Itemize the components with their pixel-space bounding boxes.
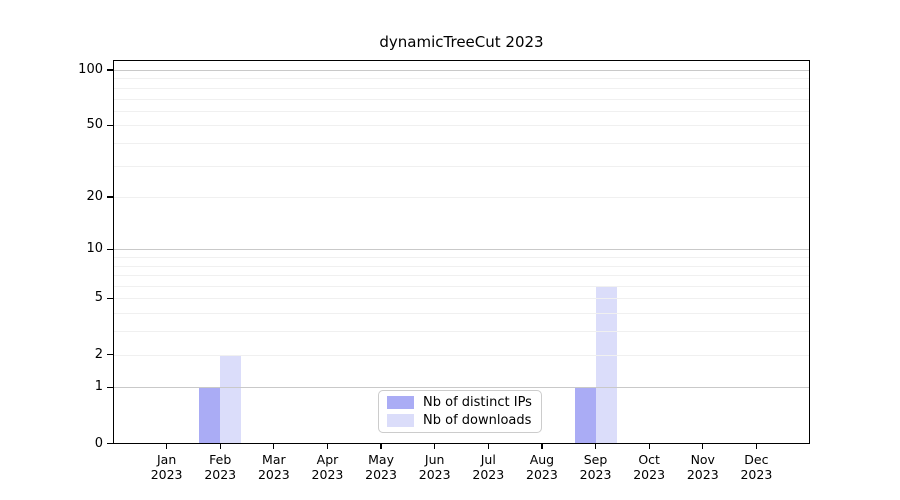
y-axis-tick bbox=[107, 248, 113, 251]
x-tick-year: 2023 bbox=[686, 466, 719, 482]
bar-downloads bbox=[595, 286, 617, 444]
x-axis-tick bbox=[755, 443, 758, 449]
y-axis-tick bbox=[107, 124, 113, 126]
y-axis-tick bbox=[107, 297, 113, 300]
x-tick-year: 2023 bbox=[740, 466, 773, 482]
chart-title: dynamicTreeCut 2023 bbox=[379, 33, 544, 51]
y-axis-tick bbox=[107, 386, 113, 389]
x-tick-month: Dec bbox=[744, 451, 769, 467]
x-axis-tick bbox=[273, 443, 275, 449]
gridline-minor bbox=[113, 78, 810, 80]
gridline-minor bbox=[113, 265, 810, 267]
x-tick-label: Dec 2023 bbox=[724, 452, 788, 482]
bar-downloads bbox=[220, 354, 242, 444]
gridline-major bbox=[113, 386, 810, 389]
gridline-minor bbox=[113, 110, 810, 112]
x-tick-label: Nov 2023 bbox=[671, 452, 735, 482]
gridline-minor bbox=[113, 331, 810, 333]
y-tick-label: 5 bbox=[94, 290, 103, 306]
legend-label-downloads: Nb of downloads bbox=[423, 413, 532, 428]
x-axis-tick bbox=[165, 443, 168, 449]
x-axis-tick bbox=[702, 443, 704, 449]
x-tick-label: May 2023 bbox=[349, 452, 413, 482]
y-axis-tick bbox=[107, 196, 113, 198]
y-tick-label: 100 bbox=[78, 62, 103, 77]
gridline-minor bbox=[113, 165, 810, 167]
x-tick-year: 2023 bbox=[418, 466, 451, 482]
x-tick-year: 2023 bbox=[257, 466, 290, 482]
x-axis-tick bbox=[219, 443, 221, 449]
gridline-minor bbox=[113, 142, 810, 144]
plot-area-frame bbox=[113, 60, 810, 444]
x-tick-month: Nov bbox=[690, 451, 715, 467]
y-tick-label: 10 bbox=[86, 241, 103, 257]
bar-distinct-ips bbox=[199, 387, 221, 444]
y-axis-tick bbox=[107, 442, 113, 445]
x-tick-month: Apr bbox=[316, 451, 339, 467]
x-tick-month: Oct bbox=[638, 451, 660, 467]
gridline-minor bbox=[113, 298, 810, 300]
gridline-major bbox=[113, 248, 810, 251]
x-tick-month: Jan bbox=[156, 451, 177, 467]
gridline-minor bbox=[113, 354, 810, 356]
x-axis-tick bbox=[487, 443, 489, 449]
gridline-minor bbox=[113, 87, 810, 89]
x-tick-year: 2023 bbox=[204, 466, 237, 482]
x-tick-month: Jun bbox=[424, 451, 445, 467]
y-tick-label: 50 bbox=[86, 117, 103, 133]
gridline-minor bbox=[113, 286, 810, 288]
gridline-minor bbox=[113, 197, 810, 199]
gridline-minor bbox=[113, 313, 810, 315]
x-tick-label: Aug 2023 bbox=[510, 452, 574, 482]
x-tick-month: Sep bbox=[583, 451, 608, 467]
legend-entry-distinct-ips: Nb of distinct IPs bbox=[387, 395, 533, 410]
x-tick-year: 2023 bbox=[311, 466, 344, 482]
x-axis-tick bbox=[594, 443, 597, 449]
x-tick-month: May bbox=[368, 451, 394, 467]
x-tick-month: Aug bbox=[529, 451, 555, 467]
x-tick-label: Mar 2023 bbox=[242, 452, 306, 482]
legend-entry-downloads: Nb of downloads bbox=[387, 413, 533, 428]
x-axis-tick bbox=[648, 443, 650, 449]
bar-distinct-ips bbox=[574, 387, 596, 444]
y-tick-label: 0 bbox=[94, 435, 103, 451]
x-tick-label: Jun 2023 bbox=[403, 452, 467, 482]
x-tick-year: 2023 bbox=[472, 466, 505, 482]
legend: Nb of distinct IPs Nb of downloads bbox=[378, 390, 542, 433]
y-tick-label: 2 bbox=[94, 346, 103, 362]
y-tick-label: 20 bbox=[86, 189, 103, 205]
x-axis-tick bbox=[434, 443, 436, 449]
x-tick-label: Jul 2023 bbox=[456, 452, 520, 482]
x-tick-label: Jan 2023 bbox=[135, 452, 199, 482]
x-tick-label: Feb 2023 bbox=[188, 452, 252, 482]
x-axis-tick bbox=[380, 443, 382, 449]
x-tick-label: Oct 2023 bbox=[617, 452, 681, 482]
y-axis-tick bbox=[107, 69, 113, 71]
legend-swatch-downloads bbox=[387, 414, 414, 427]
x-tick-month: Jul bbox=[480, 451, 496, 467]
y-tick-label: 1 bbox=[94, 379, 103, 395]
gridline-minor bbox=[113, 98, 810, 100]
x-tick-label: Sep 2023 bbox=[564, 452, 628, 482]
gridline-minor bbox=[113, 257, 810, 259]
x-axis-tick bbox=[326, 443, 329, 449]
gridline-minor bbox=[113, 275, 810, 277]
legend-label-distinct-ips: Nb of distinct IPs bbox=[423, 395, 532, 410]
y-axis-tick bbox=[107, 353, 113, 356]
x-tick-year: 2023 bbox=[365, 466, 397, 482]
x-axis-tick bbox=[541, 443, 543, 449]
legend-swatch-distinct-ips bbox=[387, 396, 414, 409]
gridline-major bbox=[113, 69, 810, 71]
gridline-minor bbox=[113, 125, 810, 127]
x-tick-month: Mar bbox=[262, 451, 286, 467]
x-tick-label: Apr 2023 bbox=[295, 452, 359, 482]
x-tick-year: 2023 bbox=[150, 466, 183, 482]
x-tick-year: 2023 bbox=[633, 466, 666, 482]
x-tick-month: Feb bbox=[209, 451, 232, 467]
x-tick-year: 2023 bbox=[579, 466, 612, 482]
x-tick-year: 2023 bbox=[526, 466, 558, 482]
